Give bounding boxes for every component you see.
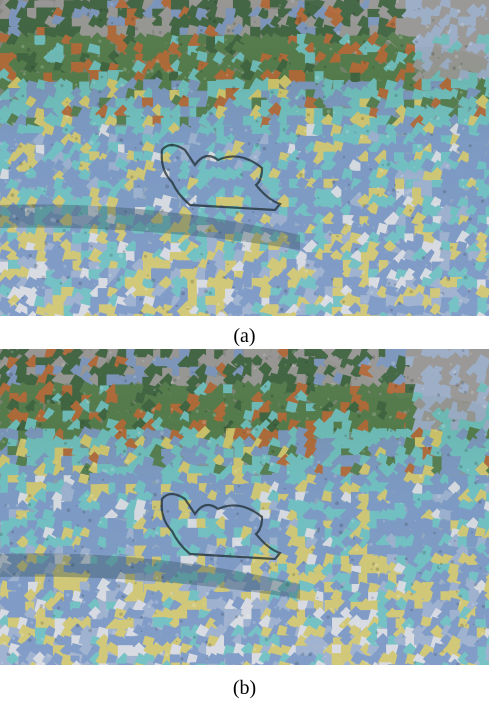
segmentation-overlay-a [0,0,489,316]
outlined-object [160,492,282,561]
outlined-object [160,143,282,212]
segmentation-image-b [0,349,489,665]
segmentation-overlay-b [0,349,489,665]
caption-a: (a) [233,325,256,347]
shadow-band [0,204,300,250]
segmentation-image-a [0,0,489,316]
texture [0,349,489,665]
segment-patches [0,0,489,316]
caption-b: (b) [232,677,257,699]
shadow-band [0,553,300,599]
